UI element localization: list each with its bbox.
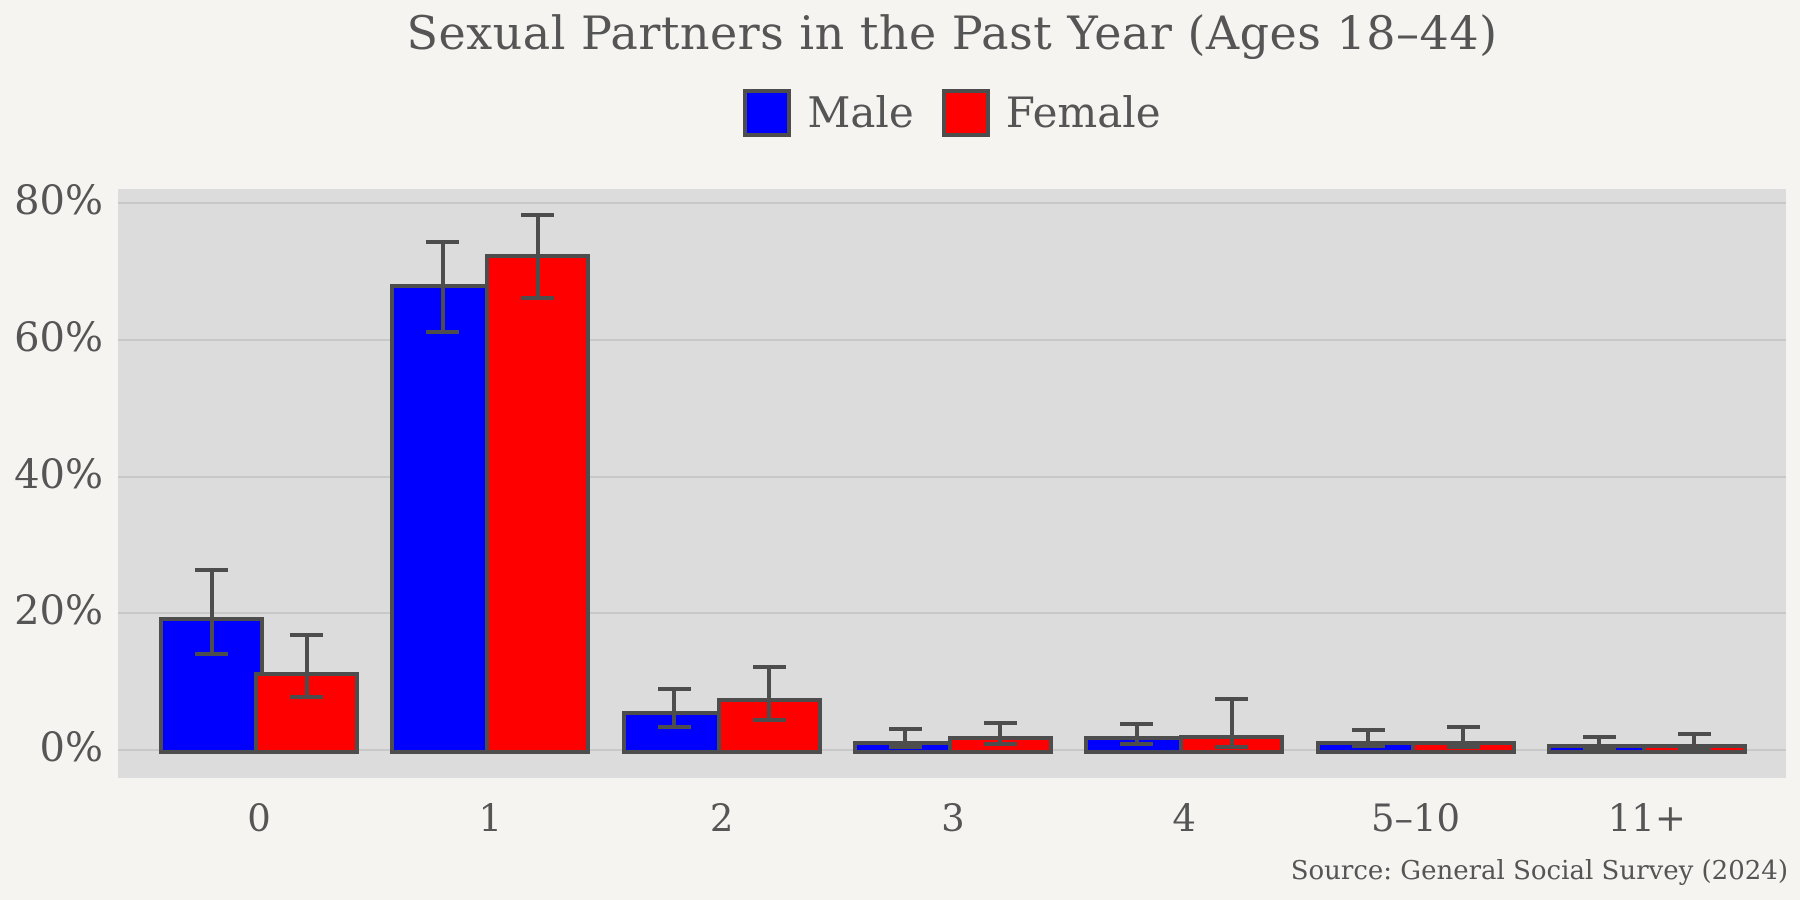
error-cap-bottom-female-11+ xyxy=(1677,746,1711,751)
error-cap-bottom-female-5–10 xyxy=(1446,744,1480,749)
error-bar-female-4 xyxy=(1229,699,1234,747)
error-cap-top-female-0 xyxy=(290,633,323,638)
error-cap-bottom-female-3 xyxy=(983,741,1017,746)
legend-swatch-female-icon xyxy=(941,88,990,137)
error-bar-male-11+ xyxy=(1597,737,1602,749)
y-tick-label-20: 20% xyxy=(14,588,103,635)
error-bar-female-0 xyxy=(304,635,309,697)
x-tick-label-0: 0 xyxy=(247,797,271,840)
error-cap-bottom-female-0 xyxy=(290,694,323,699)
error-cap-bottom-male-11+ xyxy=(1582,746,1616,751)
error-cap-top-male-5–10 xyxy=(1351,728,1385,733)
gridline-40 xyxy=(118,475,1786,478)
chart-title: Sexual Partners in the Past Year (Ages 1… xyxy=(406,6,1498,60)
legend-item-male: Male xyxy=(743,88,914,137)
error-cap-top-female-11+ xyxy=(1677,732,1711,737)
error-cap-top-female-1 xyxy=(521,212,555,217)
error-cap-top-male-0 xyxy=(195,567,228,572)
error-bar-female-1 xyxy=(535,214,540,299)
source-note: Source: General Social Survey (2024) xyxy=(1290,856,1788,886)
error-cap-bottom-female-2 xyxy=(752,717,786,722)
y-tick-label-0: 0% xyxy=(39,725,103,772)
y-tick-label-60: 60% xyxy=(14,315,103,362)
error-bar-female-3 xyxy=(998,722,1003,744)
error-cap-bottom-male-0 xyxy=(195,651,228,656)
error-cap-bottom-female-4 xyxy=(1215,744,1249,749)
error-cap-top-male-11+ xyxy=(1582,735,1616,739)
error-bar-male-1 xyxy=(440,241,445,332)
bar-male-0 xyxy=(159,617,264,754)
error-cap-bottom-male-2 xyxy=(657,725,691,730)
gridline-20 xyxy=(118,612,1786,615)
y-tick-label-80: 80% xyxy=(14,178,103,225)
gridline-80 xyxy=(118,202,1786,205)
error-cap-top-female-2 xyxy=(752,664,786,669)
legend: Male Female xyxy=(118,88,1786,137)
error-cap-bottom-male-1 xyxy=(426,329,460,334)
error-cap-top-female-3 xyxy=(983,720,1017,725)
x-tick-label-2: 2 xyxy=(709,797,734,840)
legend-swatch-male-icon xyxy=(743,88,792,137)
error-cap-top-female-5–10 xyxy=(1446,725,1480,730)
x-tick-label-1: 1 xyxy=(478,797,503,840)
gridline-60 xyxy=(118,339,1786,341)
error-cap-top-male-3 xyxy=(888,727,922,732)
error-bar-male-2 xyxy=(672,689,677,728)
error-cap-bottom-male-4 xyxy=(1120,741,1154,746)
error-bar-male-4 xyxy=(1134,724,1139,744)
error-bar-female-5–10 xyxy=(1461,727,1465,747)
error-bar-female-2 xyxy=(767,666,772,720)
x-tick-label-5–10: 5–10 xyxy=(1370,797,1461,840)
error-cap-top-male-4 xyxy=(1120,722,1154,727)
x-tick-label-11+: 11+ xyxy=(1607,797,1686,840)
error-bar-male-3 xyxy=(903,729,908,747)
x-tick-label-4: 4 xyxy=(1172,797,1196,840)
plot-area xyxy=(118,189,1786,778)
error-cap-top-female-4 xyxy=(1215,697,1249,702)
bar-male-1 xyxy=(390,283,496,754)
error-bar-male-0 xyxy=(209,569,214,654)
error-cap-top-male-2 xyxy=(657,687,691,692)
x-tick-label-3: 3 xyxy=(941,797,965,840)
error-cap-bottom-male-5–10 xyxy=(1351,743,1385,748)
legend-label-male: Male xyxy=(807,88,914,137)
legend-label-female: Female xyxy=(1005,88,1161,137)
error-cap-top-male-1 xyxy=(426,239,460,244)
bar-female-1 xyxy=(485,254,591,754)
error-cap-bottom-female-1 xyxy=(521,296,555,301)
error-bar-male-5–10 xyxy=(1366,730,1370,746)
y-tick-label-40: 40% xyxy=(14,451,103,498)
error-cap-bottom-male-3 xyxy=(888,744,922,749)
error-bar-female-11+ xyxy=(1692,734,1697,749)
legend-item-female: Female xyxy=(941,88,1161,137)
